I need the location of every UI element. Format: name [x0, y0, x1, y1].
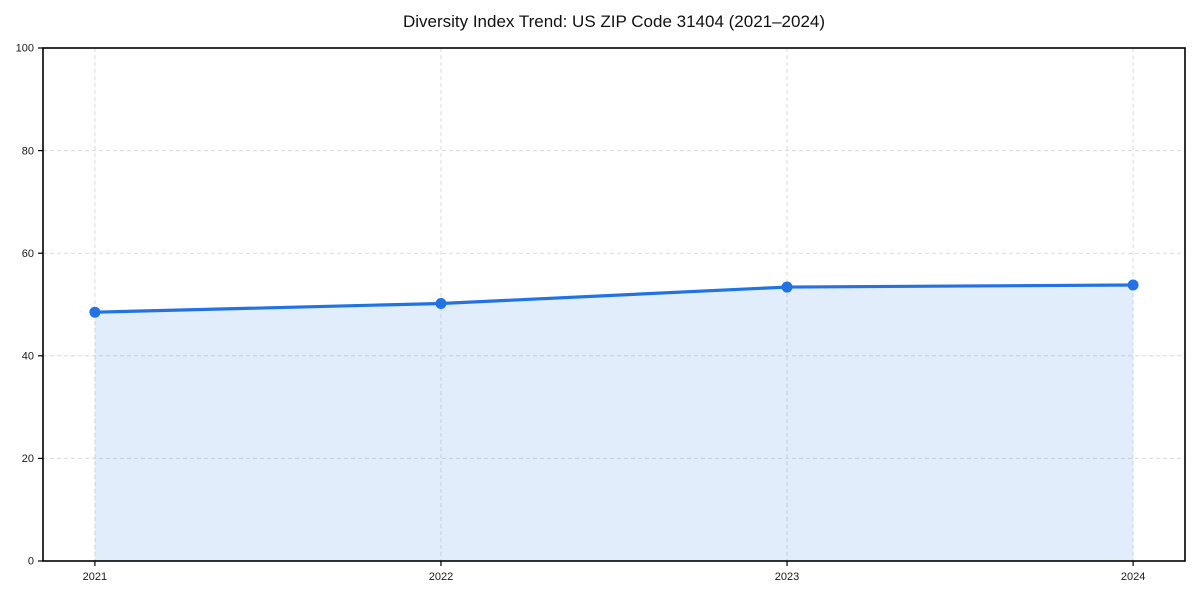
data-point	[1127, 279, 1139, 291]
chart-title: Diversity Index Trend: US ZIP Code 31404…	[402, 12, 826, 31]
x-tick-label: 2022	[429, 571, 453, 583]
x-tick-label: 2021	[83, 571, 107, 583]
trend-line	[93, 283, 1135, 314]
data-point	[781, 281, 793, 293]
area-fill	[94, 285, 1134, 561]
y-tick-label: 100	[16, 43, 34, 55]
plot-border	[42, 47, 1186, 562]
y-tick-label: 80	[22, 145, 34, 157]
y-tick-label: 0	[28, 556, 34, 568]
y-tick-label: 20	[22, 453, 34, 465]
x-tick-label: 2023	[775, 571, 799, 583]
y-tick-label: 60	[22, 248, 34, 260]
data-point	[89, 306, 101, 318]
data-point	[435, 297, 447, 309]
y-tick-label: 40	[22, 351, 34, 363]
x-tick-label: 2024	[1121, 571, 1145, 583]
